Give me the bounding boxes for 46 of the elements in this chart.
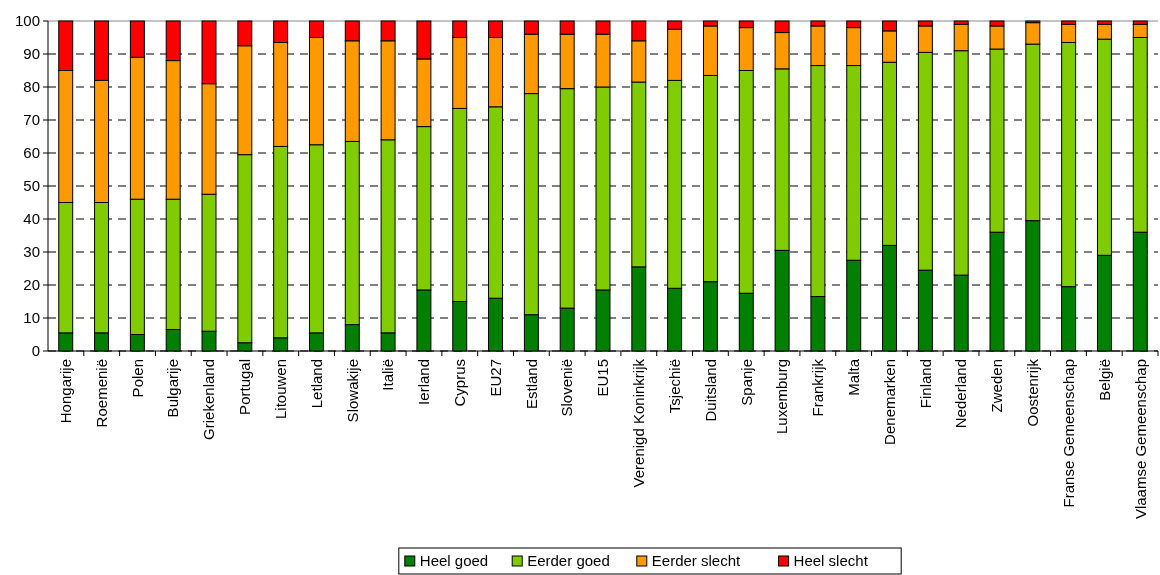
y-tick-label: 40 bbox=[23, 210, 40, 228]
x-tick-label: België bbox=[1095, 359, 1113, 401]
legend-label: Eerder slecht bbox=[651, 552, 742, 570]
x-tick-label: Bulgarije bbox=[164, 359, 182, 418]
x-tick-label: Finland bbox=[916, 359, 934, 409]
x-tick-label: Roemenië bbox=[92, 359, 110, 428]
x-tick-label: Slovenië bbox=[558, 359, 576, 417]
x-tick-label: Italië bbox=[379, 359, 397, 391]
x-tick-label: Slowakije bbox=[343, 359, 361, 423]
y-tick-label: 50 bbox=[23, 177, 40, 195]
y-tick-label: 80 bbox=[23, 78, 40, 96]
x-tick-label: Verenigd Koninkrijk bbox=[630, 358, 648, 488]
x-tick-label: Luxemburg bbox=[773, 359, 791, 435]
y-tick-label: 0 bbox=[31, 342, 40, 360]
x-tick-label: Oostenrijk bbox=[1024, 358, 1042, 427]
y-tick-label: 70 bbox=[23, 111, 40, 129]
x-tick-label: Nederland bbox=[952, 359, 970, 429]
x-tick-label: Hongarije bbox=[56, 359, 74, 424]
y-tick-label: 30 bbox=[23, 243, 40, 261]
legend-label: Heel slecht bbox=[793, 552, 869, 570]
y-tick-label: 100 bbox=[14, 12, 40, 30]
x-tick-label: EU15 bbox=[594, 359, 612, 397]
x-tick-label: Malta bbox=[844, 358, 862, 396]
x-tick-label: Tsjechië bbox=[665, 359, 683, 414]
y-tick-label: 90 bbox=[23, 45, 40, 63]
x-tick-label: Denemarken bbox=[880, 359, 898, 445]
x-tick-label: Vlaamse Gemeenschap bbox=[1131, 359, 1149, 520]
x-tick-label: Duitsland bbox=[701, 359, 719, 422]
x-tick-label: EU27 bbox=[486, 359, 504, 397]
legend-label: Heel goed bbox=[419, 552, 489, 570]
x-tick-label: Litouwen bbox=[271, 359, 289, 420]
y-tick-label: 10 bbox=[23, 309, 40, 327]
x-tick-label: Portugal bbox=[236, 359, 254, 415]
x-tick-label: Griekenland bbox=[200, 359, 218, 440]
legend-label: Eerder goed bbox=[527, 552, 610, 570]
x-tick-label: Spanje bbox=[737, 359, 755, 406]
y-tick-label: 60 bbox=[23, 144, 40, 162]
x-tick-label: Cyprus bbox=[450, 359, 468, 407]
x-tick-label: Franse Gemeenschap bbox=[1059, 359, 1077, 508]
x-tick-label: Polen bbox=[128, 359, 146, 398]
y-tick-label: 20 bbox=[23, 276, 40, 294]
x-tick-label: Zweden bbox=[988, 359, 1006, 413]
x-tick-label: Ierland bbox=[415, 359, 433, 405]
x-tick-label: Frankrijk bbox=[809, 358, 827, 417]
x-tick-label: Estland bbox=[522, 359, 540, 410]
x-tick-label: Letland bbox=[307, 359, 325, 409]
